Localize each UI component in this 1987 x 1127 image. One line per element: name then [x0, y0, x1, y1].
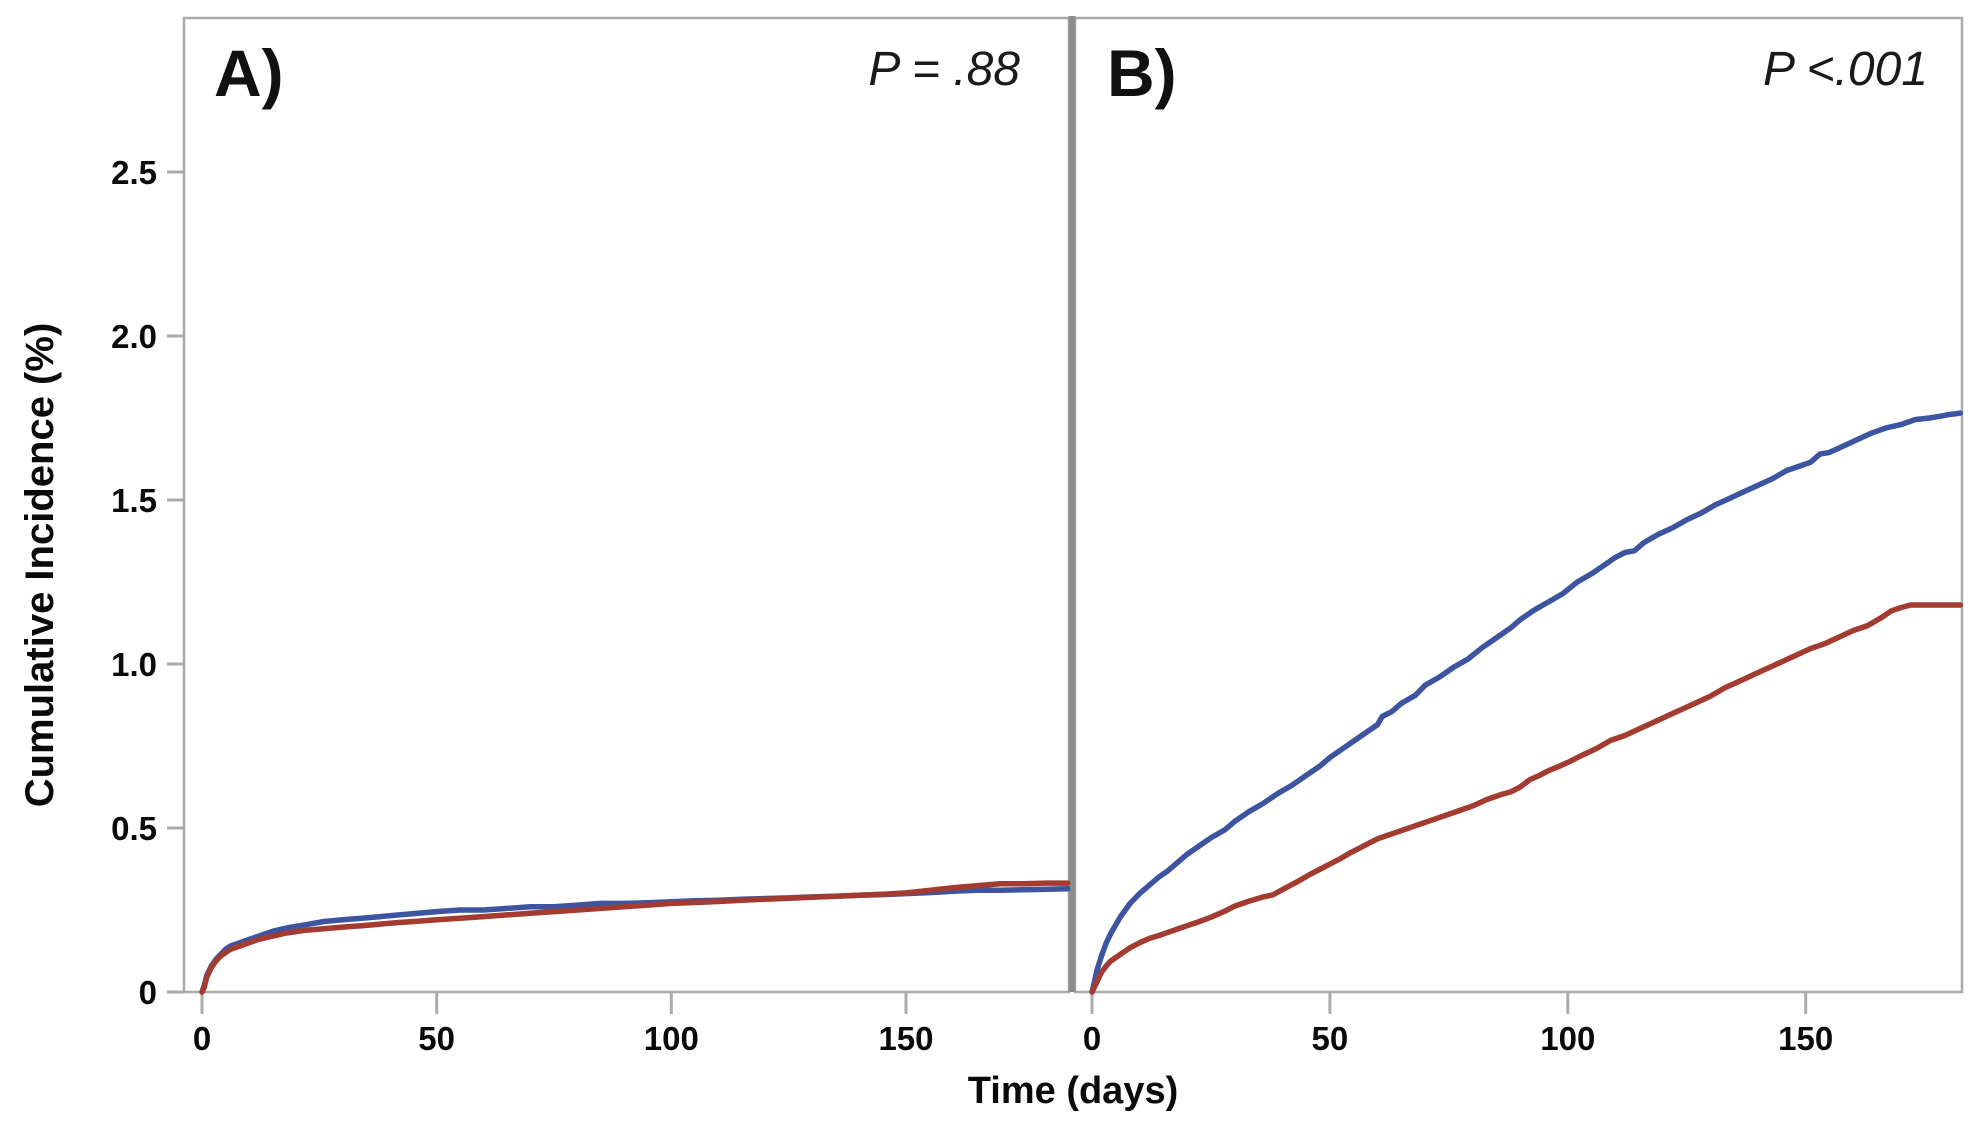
x-axis-tick-label: 100	[644, 1020, 699, 1057]
x-axis-title: Time (days)	[967, 1070, 1179, 1112]
x-axis-tick-label: 100	[1540, 1020, 1595, 1057]
x-axis-tick-label: 150	[1778, 1020, 1833, 1057]
x-axis-tick-label: 150	[878, 1020, 933, 1057]
x-axis-tick-label: 0	[193, 1020, 211, 1057]
x-axis-tick-label: 0	[1083, 1020, 1101, 1057]
y-axis-tick-label: 0	[139, 974, 157, 1011]
panel-a-pvalue: P = .88	[868, 43, 1020, 96]
series-line-red-panel-b	[1089, 602, 1964, 995]
y-axis-tick-label: 2.0	[111, 318, 157, 355]
y-axis-tick-label: 2.5	[111, 154, 157, 191]
x-axis-tick-label: 50	[1312, 1020, 1349, 1057]
y-axis-tick-label: 1.0	[111, 646, 157, 683]
panel-b-label: B)	[1107, 36, 1177, 110]
panel-b-frame	[1073, 16, 1964, 994]
y-axis-tick-label: 1.5	[111, 482, 157, 519]
y-axis-tick-label: 0.5	[111, 810, 157, 847]
x-axis-tick-label: 50	[418, 1020, 455, 1057]
panel-b-pvalue: P <.001	[1762, 43, 1928, 96]
y-axis-title: Cumulative Incidence (%)	[18, 322, 62, 808]
panel-a-frame	[182, 16, 1071, 994]
series-line-red-panel-a	[199, 880, 1071, 995]
series-line-blue-panel-b	[1089, 410, 1964, 995]
panel-a-label: A)	[214, 36, 284, 110]
